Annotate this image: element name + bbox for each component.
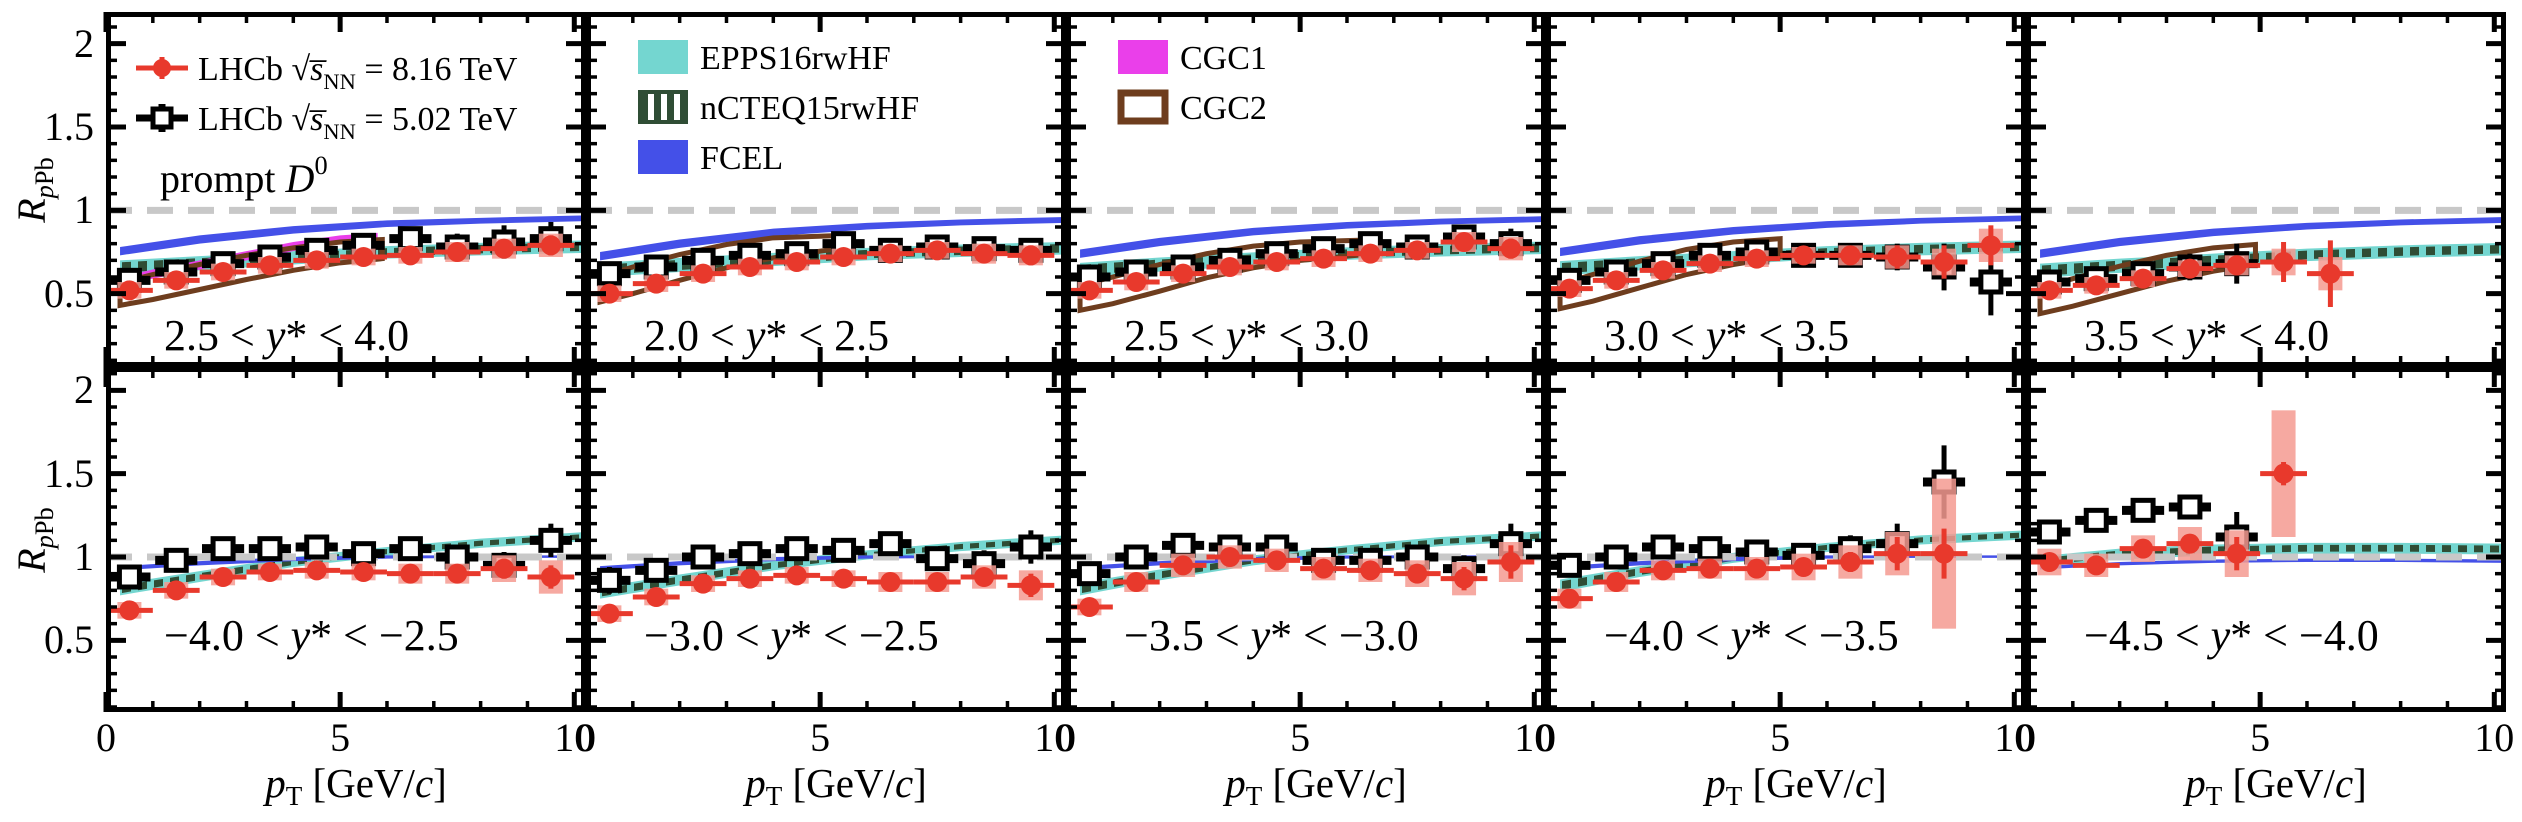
x-axis-title: pT [GeV/c]: [2185, 760, 2367, 812]
rapidity-range-label: −4.0 < y* < −3.5: [1604, 611, 1899, 660]
series-lhcb-8tev: [586, 565, 1055, 624]
y-axis-title: RpPb: [9, 156, 59, 223]
legend: LHCb √s̅NN = 8.16 TeV LHCb √s̅NN = 5.02 T…: [136, 51, 518, 144]
x-tick-label: 10: [1994, 715, 2035, 760]
band-fcel: [600, 217, 1066, 261]
y-axis-title: RpPb: [9, 506, 59, 573]
x-tick-label: 0: [96, 715, 116, 760]
rapidity-range-label: 2.5 < y* < 3.0: [1124, 311, 1369, 360]
prompt-d0-label: prompt D0: [160, 150, 328, 201]
panel-border: [106, 12, 586, 367]
panel-b4: −4.0 < y* < −3.5: [1543, 367, 2026, 712]
y-tick-label: 1.5: [44, 104, 94, 149]
y-tick-label: 1: [74, 187, 94, 233]
band-fcel: [120, 215, 587, 256]
x-tick-label: 10: [1514, 715, 1555, 760]
series-lhcb-5tev: [588, 530, 1052, 594]
x-axis-title: pT [GeV/c]: [265, 760, 447, 812]
y-tick-label: 1: [74, 534, 94, 579]
rapidity-range-label: −4.0 < y* < −2.5: [164, 611, 459, 660]
panel-border: [106, 367, 586, 712]
series-lhcb-8tev: [2026, 410, 2307, 577]
series-lhcb-8tev: [586, 240, 1055, 304]
x-tick-label: 5: [1770, 715, 1791, 760]
legend-label: nCTEQ15rwHF: [700, 90, 919, 127]
legend-label: EPPS16rwHF: [700, 40, 891, 77]
x-axis-title: pT [GeV/c]: [1225, 760, 1407, 812]
panel-border: [1546, 12, 2026, 367]
x-tick-label: 10: [1034, 715, 1075, 760]
panel-t5: 3.5 < y* < 4.0: [2023, 12, 2506, 367]
rapidity-range-label: −4.5 < y* < −4.0: [2084, 611, 2379, 660]
x-tick-label: 5: [1290, 715, 1311, 760]
x-axis-title: pT [GeV/c]: [1705, 760, 1887, 812]
legend-label: CGC2: [1180, 90, 1267, 127]
x-axis-title: pT [GeV/c]: [745, 760, 927, 812]
panel-border: [1546, 367, 2026, 712]
band-fcel: [2040, 558, 2506, 570]
series-lhcb-8tev: [1066, 232, 1535, 301]
panel-t3: 2.5 < y* < 3.0 CGC1 CGC2: [1063, 12, 1546, 367]
x-tick-label: 10: [554, 715, 595, 760]
rapidity-range-label: 3.0 < y* < 3.5: [1604, 311, 1849, 360]
series-lhcb-8tev: [106, 233, 575, 301]
x-tick-label: 5: [2250, 715, 2271, 760]
y-tick-label: 2: [74, 20, 94, 66]
x-tick-label: 0: [1056, 715, 1076, 760]
series-lhcb-8tev: [106, 555, 575, 621]
panel-b2: −3.0 < y* < −2.5: [583, 367, 1066, 712]
y-tick-label: 0.5: [44, 270, 94, 316]
band-fcel: [1080, 216, 1546, 258]
series-lhcb-8tev: [1546, 478, 1968, 629]
legend-label: FCEL: [700, 140, 783, 177]
panel-border: [2026, 367, 2506, 712]
band-fcel: [2040, 217, 2506, 258]
rapidity-range-label: 2.5 < y* < 4.0: [164, 311, 409, 360]
legend: CGC1 CGC2: [1117, 40, 1267, 127]
x-tick-label: 0: [2016, 715, 2036, 760]
y-tick-label: 1.5: [44, 450, 94, 496]
panel-b1: −4.0 < y* < −2.5: [103, 367, 587, 712]
panel-border: [586, 12, 1066, 367]
panel-b5: −4.5 < y* < −4.0: [2023, 367, 2506, 712]
legend-label: LHCb √s̅NN = 8.16 TeV: [198, 51, 518, 94]
x-tick-label: 0: [1536, 715, 1556, 760]
x-tick-label: 10: [2474, 715, 2515, 760]
panel-border: [1066, 367, 1546, 712]
legend-label: CGC1: [1180, 40, 1267, 77]
panel-border: [586, 367, 1066, 712]
x-tick-label: 5: [330, 715, 351, 760]
y-tick-label: 0.5: [44, 617, 94, 663]
panel-t2: 2.0 < y* < 2.5 EPPS16rwHF nCTEQ15rwHF FCEL: [583, 12, 1066, 367]
rapidity-range-label: −3.5 < y* < −3.0: [1124, 611, 1419, 660]
series-lhcb-8tev: [1546, 225, 2015, 299]
legend-label: LHCb √s̅NN = 5.02 TeV: [198, 101, 518, 144]
rapidity-range-label: 3.5 < y* < 4.0: [2084, 311, 2329, 360]
series-lhcb-8tev: [2026, 240, 2354, 307]
band-ncteq: [1560, 532, 2026, 590]
series-lhcb-8tev: [1066, 542, 1535, 617]
x-tick-label: 5: [810, 715, 831, 760]
panel-border: [1066, 12, 1546, 367]
legend: EPPS16rwHF nCTEQ15rwHF FCEL: [638, 40, 919, 177]
panel-b3: −3.5 < y* < −3.0: [1063, 367, 1546, 712]
x-tick-label: 0: [576, 715, 596, 760]
panel-border: [2026, 12, 2506, 367]
panel-t4: 3.0 < y* < 3.5: [1543, 12, 2026, 367]
rapidity-range-label: −3.0 < y* < −2.5: [644, 611, 939, 660]
band-fcel: [1560, 215, 2026, 257]
rapidity-range-label: 2.0 < y* < 2.5: [644, 311, 889, 360]
y-tick-label: 2: [74, 367, 94, 413]
